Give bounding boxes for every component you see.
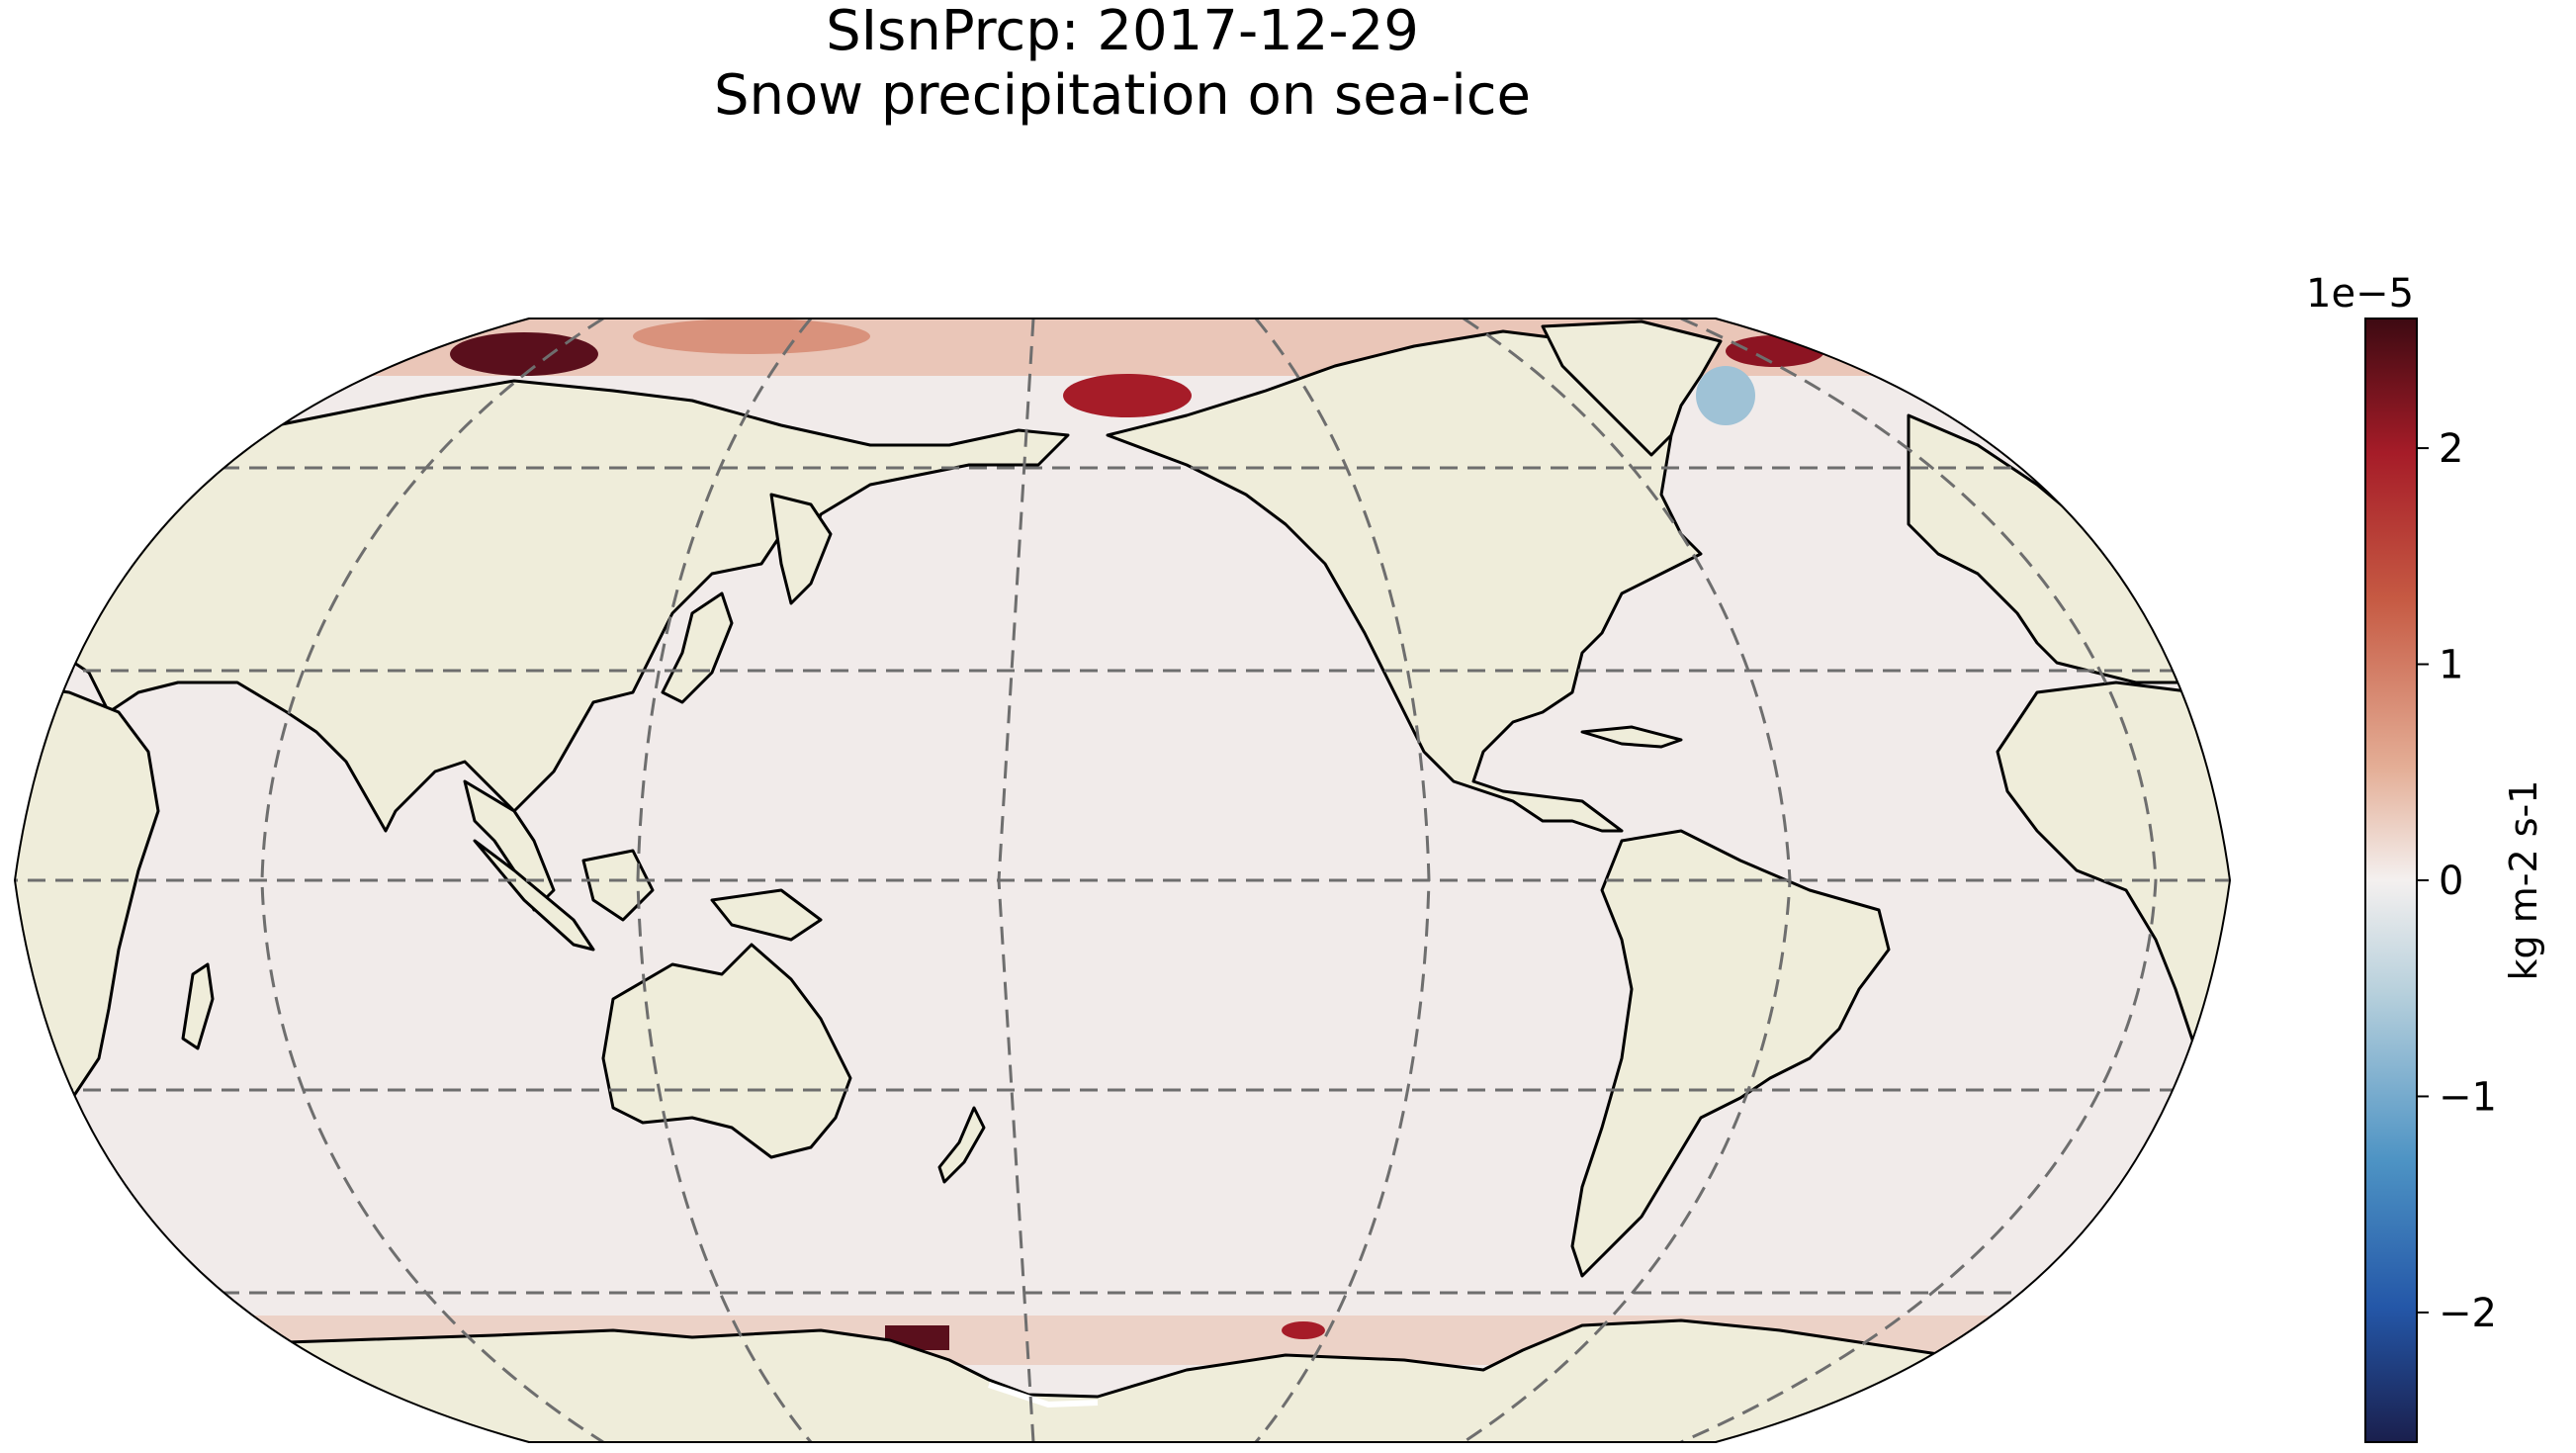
arctic-snow-max-2 bbox=[1063, 374, 1192, 417]
arctic-negative-patch bbox=[1696, 366, 1755, 425]
plot-title: SIsnPrcp: 2017-12-29 bbox=[826, 0, 1419, 63]
arctic-snow-band bbox=[15, 318, 2230, 376]
meridian-center bbox=[997, 318, 1035, 1442]
gridlines-parallels bbox=[15, 466, 2230, 1295]
colorbar-ticks: 2 1 0 −1 −2 bbox=[2417, 426, 2497, 1336]
land-australia bbox=[601, 943, 852, 1159]
antarctic-snow-max-2 bbox=[1282, 1321, 1325, 1339]
land-kamchatka bbox=[769, 493, 833, 605]
meridian-east-2 bbox=[1463, 318, 1792, 1442]
plot-subtitle: Snow precipitation on sea-ice bbox=[714, 62, 1531, 128]
arctic-snow-patch bbox=[633, 318, 870, 354]
land-japan bbox=[661, 591, 734, 704]
colorbar-label: kg m-2 s-1 bbox=[2502, 780, 2545, 981]
meridian-west-2 bbox=[260, 318, 604, 1442]
map-content bbox=[15, 318, 2230, 1442]
colorbar-tick-label: −1 bbox=[2439, 1074, 2497, 1120]
colorbar-multiplier: 1e−5 bbox=[2306, 271, 2414, 317]
land-new-guinea bbox=[710, 888, 823, 942]
globe-outline bbox=[13, 318, 2232, 1443]
land-asia bbox=[15, 379, 1070, 833]
title-block: SIsnPrcp: 2017-12-29 Snow precipitation … bbox=[0, 0, 2245, 129]
land-new-zealand bbox=[937, 1106, 986, 1184]
colorbar-gradient bbox=[2364, 318, 2418, 1443]
arctic-snow-max-3 bbox=[1726, 335, 1824, 367]
land-madagascar bbox=[181, 962, 215, 1050]
colorbar-tick-label: −2 bbox=[2439, 1291, 2497, 1336]
colorbar: 2 1 0 −1 −2 1e−5 kg m-2 s-1 bbox=[2306, 271, 2545, 1443]
land-sumatra bbox=[473, 839, 595, 952]
gridlines-meridians bbox=[260, 318, 2158, 1442]
land-cuba bbox=[1580, 725, 1683, 749]
meridian-west-1 bbox=[636, 318, 813, 1442]
land-south-america bbox=[1570, 829, 1891, 1278]
meridian-east-1 bbox=[1254, 318, 1431, 1442]
map-globe bbox=[13, 318, 2232, 1443]
antarctic-ice-edge bbox=[988, 1382, 1099, 1408]
meridian-east-3 bbox=[1680, 318, 2158, 1442]
colorbar-tick-label: 2 bbox=[2439, 426, 2463, 472]
colorbar-tick-label: 1 bbox=[2439, 643, 2463, 688]
land-greenland bbox=[1541, 319, 1723, 457]
arctic-snow-max-1 bbox=[450, 332, 598, 376]
colorbar-tick-label: 0 bbox=[2439, 859, 2463, 904]
